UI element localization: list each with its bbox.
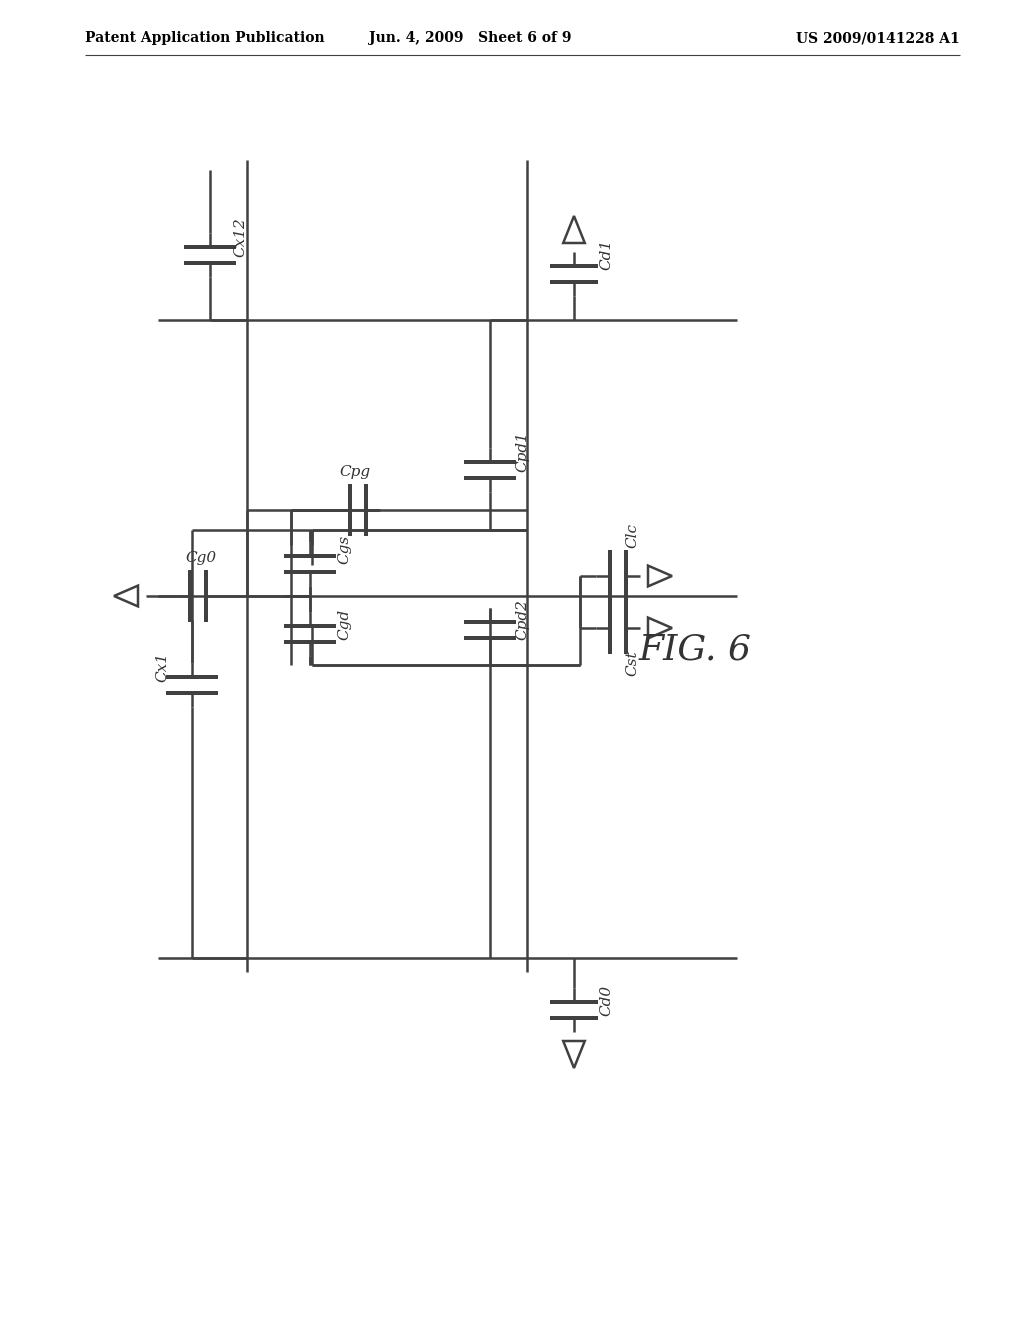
Text: Cgd: Cgd [337, 609, 351, 640]
Text: Cgs: Cgs [337, 535, 351, 564]
Text: Cst: Cst [625, 651, 639, 676]
Text: Clc: Clc [625, 524, 639, 549]
Text: Cg0: Cg0 [185, 550, 216, 565]
Text: Cpd1: Cpd1 [515, 432, 529, 473]
Text: Cd1: Cd1 [599, 239, 613, 269]
Text: Cpd2: Cpd2 [515, 599, 529, 640]
Text: Cd0: Cd0 [599, 985, 613, 1015]
Text: FIG. 6: FIG. 6 [639, 634, 752, 667]
Text: Cx12: Cx12 [233, 216, 247, 257]
Text: Cx1: Cx1 [155, 652, 169, 682]
Text: US 2009/0141228 A1: US 2009/0141228 A1 [797, 30, 961, 45]
Text: Jun. 4, 2009   Sheet 6 of 9: Jun. 4, 2009 Sheet 6 of 9 [369, 30, 571, 45]
Text: Patent Application Publication: Patent Application Publication [85, 30, 325, 45]
Text: Cpg: Cpg [339, 465, 371, 479]
